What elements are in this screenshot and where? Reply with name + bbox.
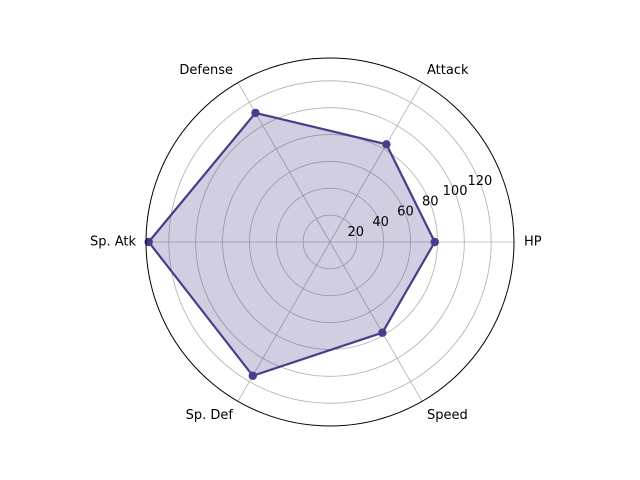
series-layer	[144, 108, 439, 380]
category-label-defense: Defense	[179, 63, 233, 78]
category-label-hp: HP	[524, 235, 542, 250]
r-tick-label-20: 20	[348, 225, 365, 240]
data-point-defense	[251, 108, 260, 118]
category-label-speed: Speed	[427, 408, 468, 423]
data-point-sp-def	[248, 371, 257, 380]
r-tick-label-60: 60	[397, 205, 414, 220]
spoke-5	[329, 241, 423, 402]
category-labels: HP Attack Defense Sp. Atk Sp. Def Speed	[90, 63, 542, 423]
r-tick-label-120: 120	[467, 174, 492, 189]
data-point-hp	[430, 237, 439, 247]
category-label-attack: Attack	[427, 63, 469, 78]
r-tick-label-100: 100	[443, 184, 468, 199]
data-point-sp-atk	[144, 237, 153, 247]
spoke-1	[329, 82, 423, 243]
category-label-sp-def: Sp. Def	[186, 408, 234, 423]
series-fill-0	[148, 112, 435, 376]
polar-frame	[145, 57, 515, 427]
spoke-2	[237, 82, 331, 243]
r-tick-label-80: 80	[422, 194, 439, 209]
data-point-attack	[382, 140, 391, 149]
r-tick-label-40: 40	[372, 215, 389, 230]
category-label-sp-atk: Sp. Atk	[90, 235, 137, 250]
data-point-speed	[378, 328, 387, 337]
